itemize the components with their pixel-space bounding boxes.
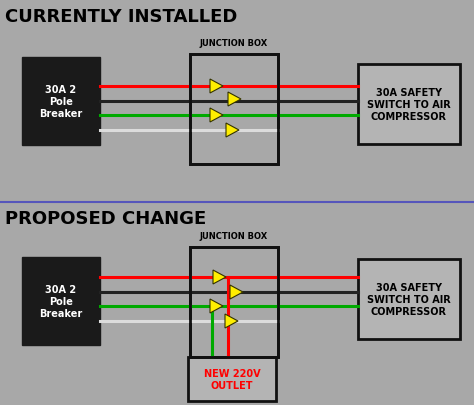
Bar — [190, 247, 278, 357]
Bar — [188, 357, 276, 401]
Polygon shape — [210, 80, 223, 94]
Polygon shape — [226, 124, 239, 138]
Bar — [190, 55, 278, 164]
Bar — [358, 65, 460, 145]
Bar — [358, 259, 460, 339]
Bar — [22, 257, 100, 345]
Polygon shape — [213, 270, 226, 284]
Polygon shape — [210, 109, 223, 123]
Text: PROPOSED CHANGE: PROPOSED CHANGE — [5, 209, 206, 228]
Text: JUNCTION BOX: JUNCTION BOX — [200, 39, 268, 48]
Text: 30A SAFETY
SWITCH TO AIR
COMPRESSOR: 30A SAFETY SWITCH TO AIR COMPRESSOR — [367, 88, 451, 122]
Text: 30A 2
Pole
Breaker: 30A 2 Pole Breaker — [39, 285, 82, 318]
Bar — [190, 247, 278, 357]
Text: 30A 2
Pole
Breaker: 30A 2 Pole Breaker — [39, 85, 82, 118]
Text: CURRENTLY INSTALLED: CURRENTLY INSTALLED — [5, 8, 237, 26]
Polygon shape — [230, 285, 243, 299]
Bar — [190, 55, 278, 164]
Text: 30A SAFETY
SWITCH TO AIR
COMPRESSOR: 30A SAFETY SWITCH TO AIR COMPRESSOR — [367, 283, 451, 316]
Polygon shape — [228, 93, 241, 107]
Text: JUNCTION BOX: JUNCTION BOX — [200, 231, 268, 241]
Text: NEW 220V
OUTLET: NEW 220V OUTLET — [204, 368, 260, 390]
Polygon shape — [225, 314, 238, 328]
Bar — [22, 58, 100, 146]
Polygon shape — [210, 299, 223, 313]
